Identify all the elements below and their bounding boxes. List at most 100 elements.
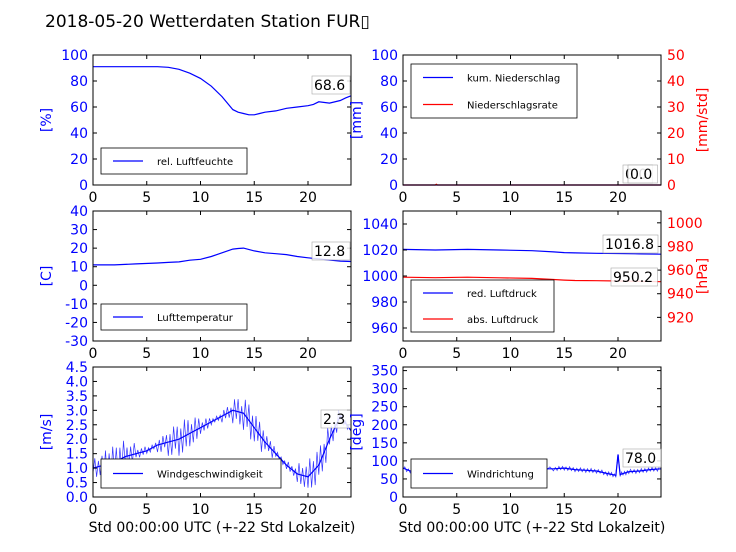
series-line-wind-0: [92, 409, 352, 478]
value-annotation-humidity: 68.6: [314, 78, 345, 94]
x-tick-label-precip: 15: [555, 190, 573, 206]
axes-frame-humidity: [92, 54, 352, 186]
axes-frame-temperature: [92, 210, 352, 342]
value-annotation-box-direction: [622, 448, 662, 468]
y-right-tick-label-pressure: 1000: [667, 216, 703, 232]
y-tick-label-temperature: 40: [70, 204, 88, 220]
y-tick-label-humidity: 80: [70, 74, 88, 90]
y-tick-label-temperature: 0: [79, 278, 88, 294]
value-annotation-box-pressure: [610, 267, 658, 287]
y-tick-label-temperature: -10: [65, 297, 88, 313]
y-tick-label-precip: 40: [380, 126, 398, 142]
y-right-tick-label-precip: 0: [667, 178, 676, 194]
x-tick-label-pressure: 5: [452, 346, 461, 362]
value-annotation-direction: 78.0: [625, 451, 656, 467]
y-right-tick-label-precip: 20: [667, 126, 685, 142]
y-right-tick-label-pressure: 960: [667, 263, 694, 279]
y-tick-label-pressure: 980: [371, 295, 398, 311]
x-tick-label-humidity: 5: [142, 190, 151, 206]
x-tick-label-pressure: 0: [399, 346, 408, 362]
y-right-tick-label-precip: 30: [667, 100, 685, 116]
figure-title: 2018-05-20 Wetterdaten Station FUR▯: [45, 12, 370, 32]
axes-frame-wind: [92, 366, 352, 498]
y-right-tick-label-precip: 40: [667, 74, 685, 90]
series-line-pressure-0: [402, 248, 662, 255]
legend-label-precip: Niederschlagsrate: [467, 101, 558, 112]
x-tick-label-pressure: 20: [609, 346, 627, 362]
y-tick-label-direction: 100: [371, 454, 398, 470]
value-annotation-pressure: 950.2: [613, 270, 653, 286]
y-tick-label-humidity: 0: [79, 178, 88, 194]
y-tick-label-pressure: 960: [371, 321, 398, 337]
value-annotation-box-temperature: [311, 241, 351, 261]
x-tick-label-humidity: 15: [245, 190, 263, 206]
y-right-tick-label-precip: 10: [667, 152, 685, 168]
y-tick-label-direction: 200: [371, 418, 398, 434]
y-tick-label-wind: 2.5: [66, 418, 88, 434]
y-tick-label-precip: 20: [380, 152, 398, 168]
x-tick-label-precip: 20: [609, 190, 627, 206]
y-tick-label-wind: 3.0: [66, 403, 88, 419]
y-tick-label-direction: 0: [389, 490, 398, 506]
x-tick-label-temperature: 15: [245, 346, 263, 362]
y-tick-label-humidity: 20: [70, 152, 88, 168]
x-tick-label-precip: 5: [452, 190, 461, 206]
value-annotation-box-wind: [320, 409, 351, 429]
series-noise-wind-0: [92, 399, 350, 488]
x-tick-label-precip: 10: [502, 190, 520, 206]
value-annotation-box-pressure: [602, 234, 659, 254]
x-tick-label-humidity: 0: [89, 190, 98, 206]
x-tick-label-wind: 20: [299, 502, 317, 518]
x-tick-label-wind: 15: [245, 502, 263, 518]
legend-label-direction: Windrichtung: [467, 470, 534, 481]
x-tick-label-wind: 0: [89, 502, 98, 518]
y-tick-label-wind: 2.0: [66, 432, 88, 448]
y-tick-label-precip: 100: [371, 48, 398, 64]
x-tick-label-humidity: 20: [299, 190, 317, 206]
y-tick-label-wind: 4.0: [66, 374, 88, 390]
y-tick-label-direction: 350: [371, 364, 398, 380]
series-line-humidity-0: [93, 66, 352, 116]
y-tick-label-precip: 0: [389, 178, 398, 194]
x-tick-label-temperature: 20: [299, 346, 317, 362]
axes-frame-precip: [402, 54, 662, 186]
x-tick-label-direction: 10: [502, 502, 520, 518]
x-tick-label-temperature: 5: [142, 346, 151, 362]
x-tick-label-wind: 10: [192, 502, 210, 518]
x-tick-label-wind: 5: [142, 502, 151, 518]
y-right-tick-label-pressure: 920: [667, 310, 694, 326]
y-tick-label-precip: 80: [380, 74, 398, 90]
y-tick-label-wind: 0.5: [66, 476, 88, 492]
legend-label-pressure: abs. Luftdruck: [467, 315, 538, 326]
legend-label-precip: kum. Niederschlag: [467, 74, 560, 85]
y-right-axis-label-pressure: [hPa]: [695, 258, 711, 294]
y-tick-label-temperature: 10: [70, 260, 88, 276]
x-tick-label-direction: 15: [555, 502, 573, 518]
y-right-tick-label-pressure: 940: [667, 287, 694, 303]
x-tick-label-precip: 0: [399, 190, 408, 206]
value-annotation-box-precip: [627, 164, 658, 184]
axes-frame-direction: [402, 366, 662, 498]
y-tick-label-temperature: -30: [65, 334, 88, 350]
x-axis-label-direction: Std 00:00:00 UTC (+-22 Std Lokalzeit): [399, 520, 666, 536]
y-tick-label-wind: 4.5: [66, 360, 88, 376]
y-tick-label-wind: 1.0: [66, 461, 88, 477]
x-tick-label-temperature: 10: [192, 346, 210, 362]
y-tick-label-temperature: 30: [70, 223, 88, 239]
legend-box-pressure: [410, 279, 555, 333]
legend-label-humidity: rel. Luftfeuchte: [157, 157, 233, 168]
value-annotation-temperature: 12.8: [314, 244, 345, 260]
y-tick-label-direction: 300: [371, 382, 398, 398]
y-axis-label-temperature: [C]: [39, 266, 55, 287]
legend-label-temperature: Lufttemperatur: [157, 313, 234, 324]
y-tick-label-humidity: 100: [61, 48, 88, 64]
x-tick-label-pressure: 10: [502, 346, 520, 362]
x-tick-label-direction: 0: [399, 502, 408, 518]
value-annotation-pressure: 1016.8: [605, 237, 654, 253]
x-axis-label-wind: Std 00:00:00 UTC (+-22 Std Lokalzeit): [89, 520, 356, 536]
y-tick-label-pressure: 1000: [362, 269, 398, 285]
value-annotation-wind: 2.3: [323, 412, 345, 428]
y-tick-label-precip: 60: [380, 100, 398, 116]
y-axis-label-direction: [deg]: [349, 413, 365, 450]
